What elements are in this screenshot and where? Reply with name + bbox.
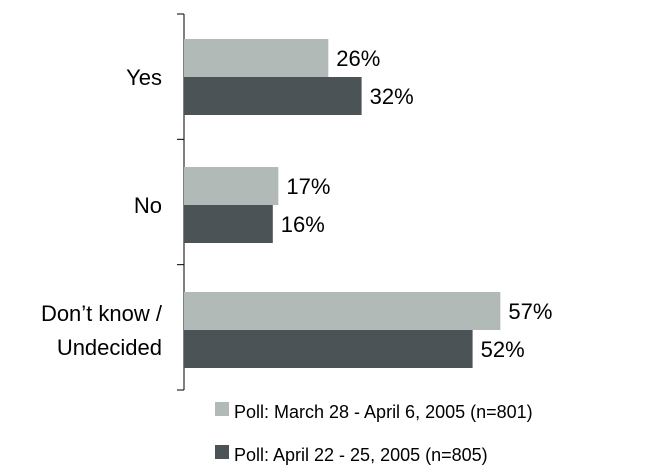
legend: Poll: March 28 - April 6, 2005 (n=801) Po…: [215, 402, 533, 465]
value-label: 26%: [336, 46, 380, 71]
value-label: 17%: [286, 174, 330, 199]
legend-swatch-series-1: [215, 402, 229, 416]
legend-label-series-2: Poll: April 22 - 25, 2005 (n=805): [234, 445, 488, 465]
bar-no-series-1: [184, 167, 279, 205]
bar-yes-series-2: [184, 77, 362, 115]
bar-no-series-2: [184, 205, 273, 243]
category-labels: Yes No Don’t know / Undecided: [41, 65, 163, 360]
bars: [184, 39, 501, 368]
bar-don-t-know-undecided-series-2: [184, 330, 473, 368]
category-label: Yes: [126, 65, 162, 90]
legend-label-series-1: Poll: March 28 - April 6, 2005 (n=801): [234, 402, 533, 422]
category-label: No: [134, 193, 162, 218]
category-label: Don’t know /: [41, 301, 163, 326]
value-label: 32%: [370, 84, 414, 109]
value-label: 16%: [281, 212, 325, 237]
bar-yes-series-1: [184, 39, 329, 77]
category-label: Undecided: [57, 335, 162, 360]
bar-don-t-know-undecided-series-1: [184, 292, 501, 330]
legend-swatch-series-2: [215, 445, 229, 459]
value-label: 57%: [508, 299, 552, 324]
category-axis: [177, 13, 185, 391]
value-label: 52%: [481, 337, 525, 362]
value-labels: 26% 17% 57% 32% 16% 52%: [281, 46, 553, 362]
